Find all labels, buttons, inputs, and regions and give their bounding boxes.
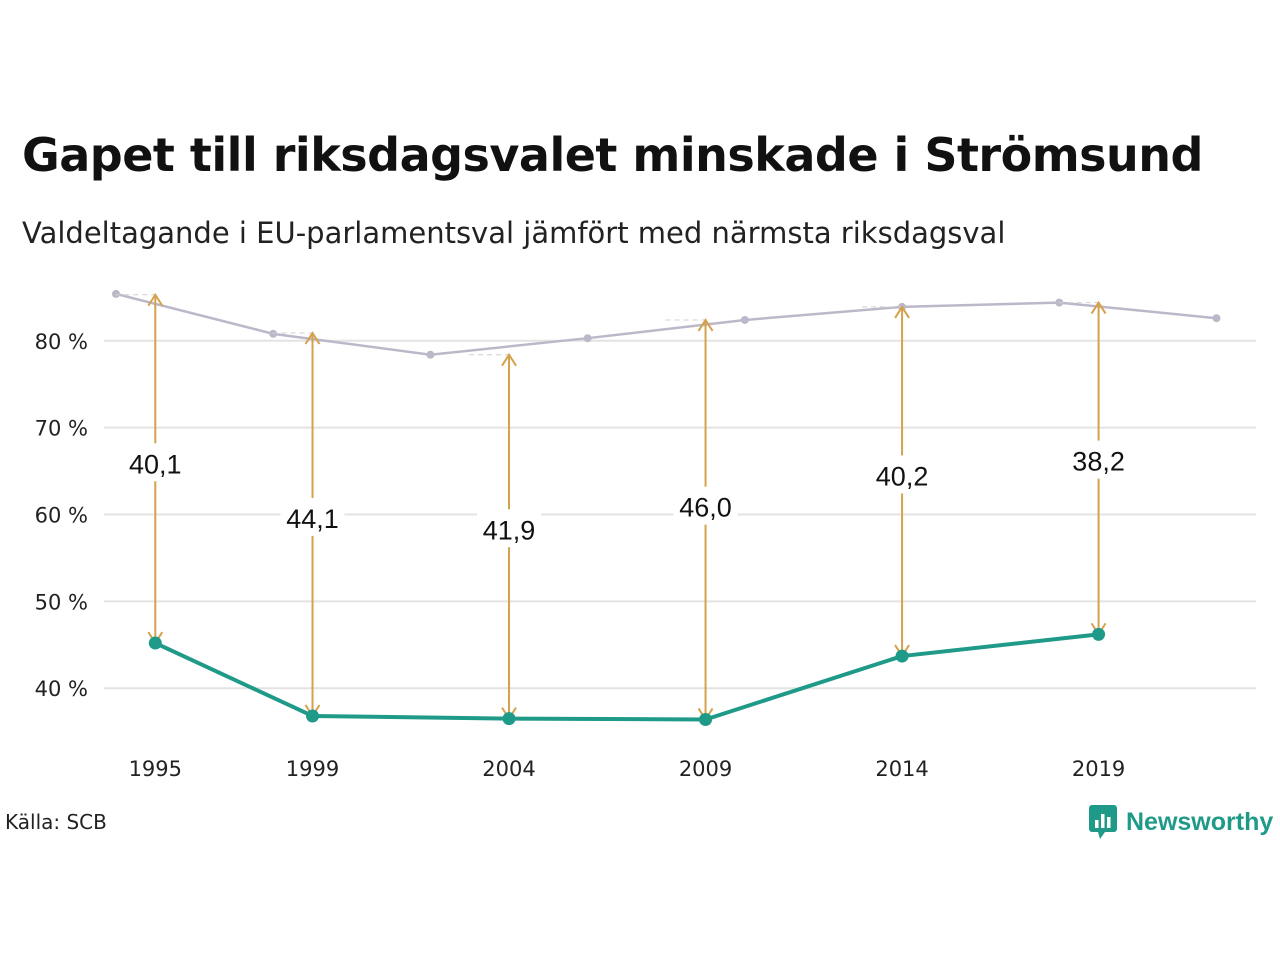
x-axis: 1995 1999 2004 2009 2014 2019: [129, 757, 1126, 781]
gap-label: 38,2: [1072, 447, 1125, 477]
x-tick-label: 2009: [679, 757, 732, 781]
gap-arrows: [115, 292, 1107, 722]
riksdag-point: [112, 289, 120, 298]
riksdag-point: [426, 350, 435, 359]
gap-arrow-head-up: [697, 318, 714, 332]
source-note: Källa: SCB: [5, 810, 107, 834]
gap-arrow-head-up: [501, 352, 517, 367]
gap-labels: 40,1 44,1 41,9 46,0 40,2 38,2: [123, 440, 1131, 548]
brand-name: Newsworthy: [1126, 807, 1274, 836]
gap-label: 40,2: [876, 461, 929, 491]
x-tick-label: 2004: [482, 757, 535, 781]
gap-label-bg: [870, 455, 935, 494]
y-tick-label: 50 %: [35, 590, 88, 614]
eu-point: [502, 712, 516, 726]
eu-point: [895, 649, 909, 663]
y-tick-label: 70 %: [35, 417, 88, 441]
gap-label-bg: [673, 486, 738, 525]
eu-point: [148, 636, 162, 650]
gap-label-bg: [123, 443, 188, 482]
y-tick-label: 40 %: [35, 677, 88, 701]
riksdag-series: [112, 289, 1221, 359]
eu-point: [1092, 627, 1106, 641]
chart-title: Gapet till riksdagsvalet minskade i Strö…: [22, 128, 1203, 182]
gap-label: 46,0: [679, 493, 732, 523]
gap-arrow-head-up: [1090, 300, 1107, 315]
riksdag-point: [583, 334, 592, 343]
y-tick-label: 80 %: [35, 330, 88, 354]
riksdag-point: [269, 329, 278, 338]
riksdag-point: [1212, 314, 1221, 323]
y-axis: 40 % 50 % 60 % 70 % 80 %: [35, 330, 88, 701]
gap-arrow-head-up: [894, 305, 910, 319]
riksdag-point: [740, 315, 749, 324]
gap-label-bg: [280, 497, 345, 536]
x-tick-label: 1999: [286, 757, 339, 781]
chart-subtitle: Valdeltagande i EU-parlamentsval jämfört…: [22, 216, 1006, 250]
gap-arrow-head-up: [304, 331, 321, 345]
eu-line: [154, 632, 1099, 722]
eu-point: [699, 712, 713, 726]
brand-logo: Newsworthy: [1088, 804, 1273, 840]
riksdag-line: [115, 292, 1217, 356]
gap-label: 41,9: [483, 515, 536, 545]
gap-arrow-head-up: [147, 292, 164, 307]
eu-point: [306, 709, 320, 723]
gap-label: 40,1: [129, 449, 182, 479]
x-tick-label: 2019: [1072, 757, 1125, 781]
y-tick-label: 60 %: [35, 504, 88, 528]
newsworthy-logo-icon: [1089, 805, 1117, 839]
x-tick-label: 1995: [129, 757, 182, 781]
x-tick-label: 2014: [875, 757, 928, 781]
gap-label-bg: [477, 509, 542, 548]
gap-label: 44,1: [286, 504, 339, 534]
eu-series: [148, 627, 1106, 726]
gap-label-bg: [1066, 440, 1131, 479]
